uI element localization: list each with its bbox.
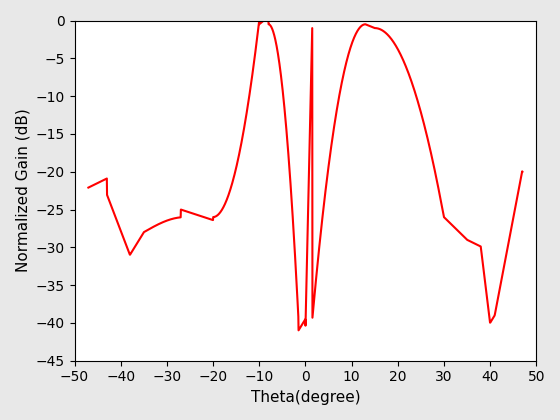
- Measured Difference Radiation Pattern: [519, 169, 526, 174]
- X-axis label: Theta(degree): Theta(degree): [250, 390, 360, 405]
- Measured Difference Radiation Pattern: [107, 202, 114, 207]
- Y-axis label: Normalized Gain (dB): Normalized Gain (dB): [15, 109, 30, 273]
- Measured Difference Radiation Pattern: [507, 231, 514, 236]
- Measured Difference Radiation Pattern: [260, 18, 267, 23]
- Line: Measured Difference Radiation Pattern: Measured Difference Radiation Pattern: [88, 21, 522, 331]
- Measured Difference Radiation Pattern: [85, 185, 92, 190]
- Measured Difference Radiation Pattern: [295, 328, 302, 333]
- Measured Difference Radiation Pattern: [427, 149, 434, 154]
- Measured Difference Radiation Pattern: [296, 326, 303, 331]
- Measured Difference Radiation Pattern: [507, 233, 514, 238]
- Measured Difference Radiation Pattern: [285, 149, 292, 154]
